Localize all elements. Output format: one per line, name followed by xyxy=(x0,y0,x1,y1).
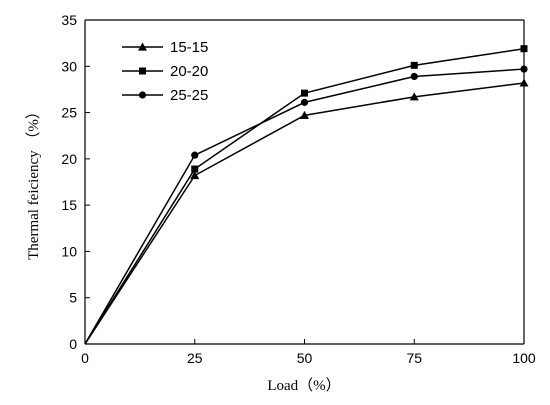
data-point-15-15 xyxy=(409,92,419,101)
legend-marker xyxy=(138,42,147,51)
y-tick-label: 25 xyxy=(61,105,77,121)
y-tick-label: 5 xyxy=(69,290,77,306)
data-point-15-15 xyxy=(300,110,309,119)
y-tick-label: 35 xyxy=(61,12,77,28)
legend-label: 15-15 xyxy=(170,39,208,56)
x-tick-label: 0 xyxy=(81,350,89,366)
legend-label: 20-20 xyxy=(170,63,208,80)
data-point-20-20 xyxy=(191,165,199,173)
legend-marker xyxy=(138,91,147,99)
x-axis-title: Load（%） xyxy=(267,377,340,394)
legend: 15-15 20-20 25-25 xyxy=(122,39,208,104)
y-tick-label: 30 xyxy=(61,58,77,74)
ticks-layer: 0 25 50 75 100 0 5 10 15 20 25 30 35 xyxy=(61,12,535,366)
x-tick-label: 75 xyxy=(406,350,422,366)
y-tick-label: 15 xyxy=(61,197,77,213)
legend-label: 25-25 xyxy=(170,87,208,104)
y-tick-label: 10 xyxy=(61,243,77,259)
y-axis-title: Thermal feiciency （%） xyxy=(25,104,42,260)
data-point-20-20 xyxy=(301,89,308,97)
data-point-15-15 xyxy=(190,171,200,180)
data-point-25-25 xyxy=(191,151,199,159)
x-tick-label: 100 xyxy=(512,350,536,366)
legend-marker xyxy=(139,67,146,75)
x-tick-label: 25 xyxy=(187,350,203,366)
series-line-25-25 xyxy=(84,68,525,345)
axes-layer xyxy=(84,19,525,345)
series-layer xyxy=(84,45,529,345)
data-point-25-25 xyxy=(410,72,418,81)
y-tick-label: 20 xyxy=(61,151,77,167)
data-point-25-25 xyxy=(300,98,309,106)
y-tick-label: 0 xyxy=(69,336,77,352)
series-line-15-15 xyxy=(84,82,525,345)
x-tick-label: 50 xyxy=(297,350,313,366)
data-point-20-20 xyxy=(410,61,418,69)
